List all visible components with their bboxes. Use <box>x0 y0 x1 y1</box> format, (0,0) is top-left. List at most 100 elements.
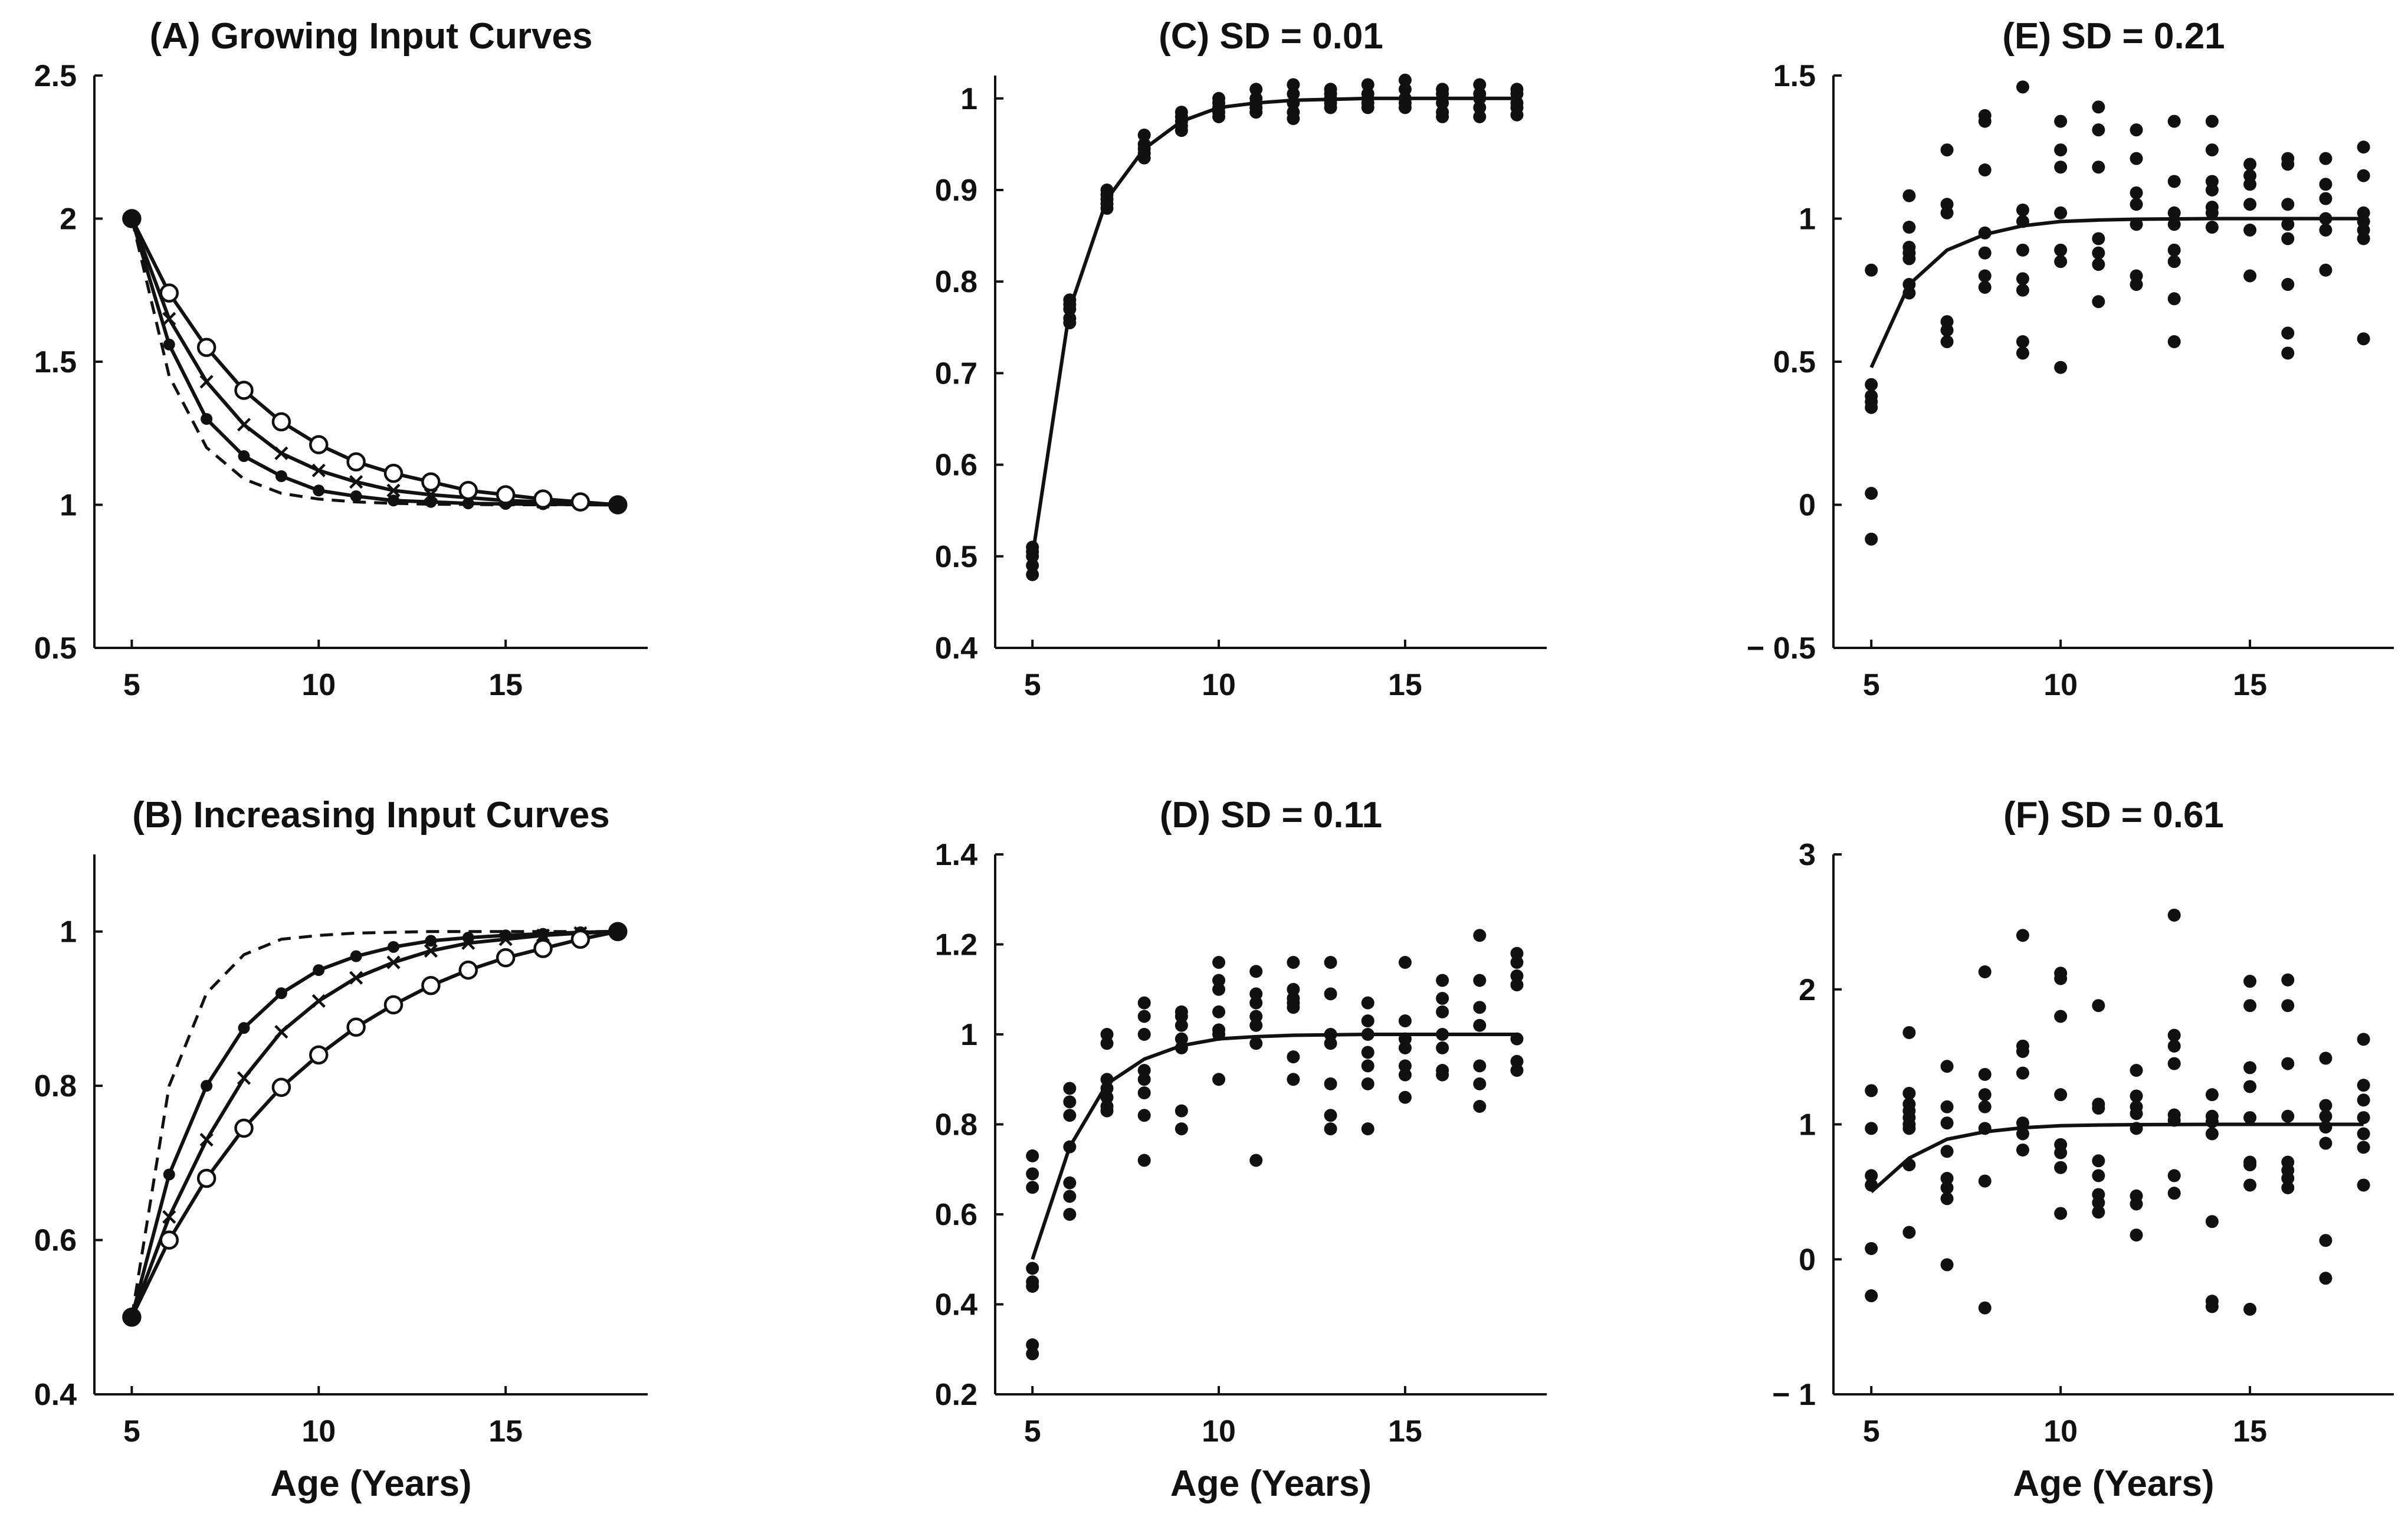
scatter-point <box>1902 189 1916 202</box>
scatter-point <box>1510 978 1524 992</box>
x-axis-label: Age (Years) <box>2013 1463 2214 1504</box>
scatter-point <box>1249 106 1263 119</box>
y-tick-label: 1.2 <box>935 928 977 962</box>
y-tick-label: 1 <box>960 1018 977 1052</box>
series-line-cross <box>130 929 618 1318</box>
data-point-dot <box>163 1168 175 1181</box>
scatter-point <box>2357 140 2370 154</box>
scatter-point <box>2167 1039 2181 1053</box>
scatter-point <box>1865 487 1878 500</box>
x-tick-label: 5 <box>123 1414 140 1449</box>
scatter-point <box>1324 987 1337 1001</box>
scatter-point <box>2319 1051 2332 1065</box>
scatter-point <box>1902 1122 1916 1135</box>
scatter-point <box>2167 218 2181 231</box>
y-tick-label: 1 <box>1799 1108 1816 1142</box>
scatter-point <box>2281 999 2295 1013</box>
data-point-cross <box>311 463 326 477</box>
data-point-cross <box>199 375 214 389</box>
scatter-point <box>2319 1099 2332 1112</box>
scatter-point <box>2016 1127 2029 1141</box>
scatter-point <box>2243 1158 2257 1172</box>
scatter-point <box>1063 1140 1077 1154</box>
x-tick-label: 15 <box>2233 1414 2267 1449</box>
scatter-point <box>1361 1122 1374 1136</box>
scatter-point <box>2167 335 2181 349</box>
series-line-none <box>130 218 618 506</box>
data-point-circle <box>346 1017 366 1037</box>
scatter-point <box>2281 1181 2295 1195</box>
data-point-circle <box>309 435 329 454</box>
x-tick-label: 15 <box>1388 1414 1422 1449</box>
y-tick-label: − 0.5 <box>1747 631 1816 666</box>
data-point-dot <box>238 450 250 463</box>
x-tick-label: 15 <box>488 668 523 702</box>
scatter-point <box>1287 956 1300 969</box>
data-point-circle <box>196 338 216 357</box>
scatter-point <box>1978 1100 1992 1113</box>
scatter-point <box>1902 1026 1916 1039</box>
scatter-point <box>2054 255 2068 268</box>
data-point-circle <box>271 1077 291 1098</box>
scatter-point <box>2357 1127 2370 1141</box>
scatter-point <box>1473 91 1487 105</box>
scatter-point <box>1249 987 1263 1001</box>
scatter-point <box>1063 1190 1077 1203</box>
scatter-point <box>1978 280 1992 294</box>
data-point-dot <box>275 987 287 1000</box>
scatter-point <box>1978 1122 1992 1135</box>
y-tick-label: 0.5 <box>935 540 977 574</box>
data-point-circle <box>159 1230 179 1250</box>
scatter-point <box>1510 969 1524 982</box>
y-tick-label: 0.8 <box>935 265 977 299</box>
y-tick-label: 0.8 <box>935 1108 977 1142</box>
scatter-point <box>1902 286 1916 300</box>
scatter-point <box>1026 1181 1039 1194</box>
scatter-point <box>1865 401 1878 414</box>
scatter-point <box>1510 108 1524 122</box>
scatter-point <box>1212 1073 1226 1086</box>
data-point-circle <box>383 463 403 483</box>
y-tick-label: 1 <box>1799 202 1816 237</box>
y-tick-label: 0.5 <box>1773 345 1816 379</box>
scatter-point <box>1063 298 1077 311</box>
scatter-point <box>2357 1141 2370 1154</box>
scatter-point <box>2243 158 2257 171</box>
data-point-dot <box>201 413 213 425</box>
y-tick-label: 1 <box>60 489 77 523</box>
scatter-point <box>1473 78 1487 91</box>
scatter-point <box>1940 1172 1954 1185</box>
scatter-point <box>1026 568 1039 581</box>
data-point-dot <box>201 1080 213 1092</box>
scatter-point <box>1175 1104 1188 1118</box>
y-tick-label: 0.4 <box>34 1378 77 1412</box>
x-tick-label: 5 <box>123 668 140 702</box>
y-tick-label: 0.2 <box>935 1378 977 1412</box>
scatter-point <box>2130 218 2143 231</box>
data-point-cross <box>162 1210 176 1224</box>
scatter-point <box>2016 929 2029 942</box>
y-tick-label: 2 <box>1799 973 1816 1007</box>
scatter-point <box>1865 1241 1878 1255</box>
scatter-point <box>2016 1066 2029 1080</box>
scatter-point <box>2092 258 2105 271</box>
mean-curve-line <box>1870 1122 2364 1194</box>
data-point-cross <box>311 994 326 1008</box>
scatter-point <box>2167 206 2181 220</box>
scatter-point <box>1978 1174 1992 1188</box>
scatter-point <box>1249 1010 1263 1023</box>
scatter-point <box>1940 1116 1954 1130</box>
scatter-point <box>2054 1088 2068 1102</box>
data-point-cross <box>461 936 475 950</box>
data-point-cross <box>199 1133 214 1147</box>
data-point-circle <box>458 960 478 980</box>
scatter-point <box>1026 1167 1039 1181</box>
x-tick-label: 10 <box>301 668 336 702</box>
scatter-point <box>1473 1001 1487 1014</box>
data-point-cross <box>386 955 401 969</box>
scatter-point <box>1398 1032 1412 1046</box>
data-point-dot <box>275 470 287 482</box>
data-point-circle <box>234 381 254 400</box>
scatter-point <box>1436 1068 1449 1082</box>
scatter-point <box>1473 1018 1487 1032</box>
